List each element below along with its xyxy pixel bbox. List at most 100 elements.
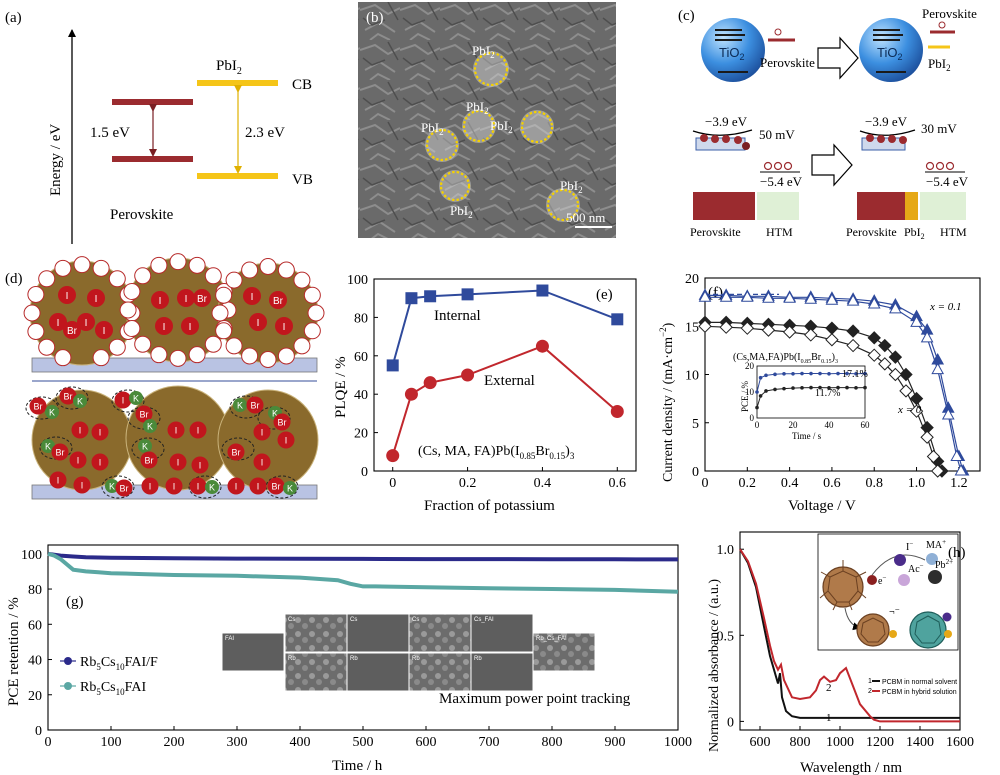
- inset-x-tick-label: 20: [789, 420, 799, 430]
- sem-thumbnail: [408, 613, 472, 653]
- inset-point: [845, 385, 849, 390]
- inset-x-tick-label: 60: [861, 420, 871, 430]
- inset-point: [854, 372, 858, 376]
- diamond-marker: [920, 430, 934, 444]
- point-internal: [405, 292, 418, 305]
- sem-thumbnail: [284, 613, 348, 653]
- perovskite-gap-value: 1.5 eV: [90, 125, 130, 141]
- panel-h: 600 800 1000 1200 1400 1600 0 0.5 1.0 Normalized…: [707, 531, 974, 775]
- x-tick-label: 0: [702, 476, 709, 491]
- band-bend-right: [859, 129, 916, 136]
- inset-point: [863, 371, 867, 376]
- pore: [241, 347, 259, 365]
- x-tick-label: 0.6: [609, 476, 627, 491]
- pore: [54, 259, 72, 277]
- diamond-marker: [926, 449, 941, 464]
- ion-i: [69, 451, 87, 469]
- ion-label: I: [185, 294, 188, 305]
- y-tick-label: 5: [692, 417, 699, 432]
- sem-thumb-label: Rb_Cs_FAI: [536, 636, 567, 642]
- diamond-marker: [719, 320, 733, 334]
- y-tick-label: 20: [685, 272, 699, 287]
- triangle-marker: [740, 290, 754, 302]
- sem-thumbnail: [470, 652, 534, 692]
- pore: [293, 271, 311, 289]
- legend-g: Rb5Cs10FAI/F Rb5Cs10FAI: [60, 655, 158, 697]
- inset-point: [773, 372, 777, 377]
- ion-i: [77, 313, 95, 331]
- pbi2-circle: [425, 128, 459, 162]
- ion-k: [138, 439, 152, 453]
- x-tick-label: 800: [542, 735, 563, 750]
- diamond-marker: [825, 321, 839, 335]
- pore: [211, 304, 229, 322]
- ion-label: I: [261, 428, 264, 438]
- ion-label: I: [99, 428, 102, 438]
- inset-point: [791, 372, 795, 376]
- inset-point: [836, 371, 840, 376]
- y-tick-label: 40: [28, 654, 42, 669]
- triangle-marker: [941, 407, 955, 420]
- ion-i: [49, 471, 67, 489]
- ion-label: I: [283, 322, 286, 333]
- pbi2-gap-value: 2.3 eV: [245, 125, 285, 141]
- ion-i: [91, 423, 109, 441]
- perovskite-layer-right: [857, 192, 905, 220]
- ion-label: Br: [197, 294, 208, 305]
- panel-c: (c) TiO2 Perovskite TiO2 Perovskite PbI2…: [678, 6, 977, 241]
- pbi2-label: PbI2: [450, 203, 473, 220]
- retention-curve: [47, 551, 679, 562]
- electron-label: e−: [878, 574, 886, 587]
- ion-i: [91, 453, 109, 471]
- pore: [307, 304, 325, 322]
- annotation-mppt: Maximum power point tracking: [439, 691, 631, 707]
- ion-i: [253, 453, 271, 471]
- diamond-marker: [888, 350, 903, 364]
- sem-thumb-label: Cs: [412, 617, 419, 623]
- ion-br: [51, 443, 69, 461]
- voltage-before: 50 mV: [759, 127, 795, 142]
- inset-point: [818, 371, 822, 376]
- diamond-marker: [899, 367, 913, 382]
- ion-i: [165, 477, 183, 495]
- sem-thumb-label: FAI: [225, 636, 234, 642]
- electron-dot: [774, 28, 782, 36]
- point-external: [461, 368, 475, 382]
- series-e: [386, 284, 624, 463]
- inset-ylabel-f: PCE / %: [740, 380, 750, 412]
- inset-point: [800, 386, 804, 390]
- ion-i: [189, 477, 207, 495]
- retention-curve: [47, 551, 679, 594]
- pore: [215, 322, 233, 340]
- ion-label: I: [159, 296, 162, 307]
- inset-point: [845, 371, 849, 376]
- ion-label: K: [272, 409, 278, 419]
- ion-i: [73, 476, 91, 494]
- axes-f: 0 0.2 0.4 0.6 0.8 1.0 1.2 0 5 10 15 20: [685, 272, 968, 491]
- pbi2-label: PbI2: [472, 43, 495, 60]
- y-tick-label: 60: [354, 350, 368, 365]
- diamond-marker: [878, 357, 892, 371]
- vb-label: VB: [292, 172, 313, 188]
- ion-label: K: [45, 442, 51, 452]
- energy-axis-label: Energy / eV: [48, 124, 64, 196]
- pbi2-grain: [439, 170, 471, 202]
- hole-dot: [925, 161, 935, 171]
- y-tick-label: 40: [354, 388, 368, 403]
- ion-i: [253, 423, 271, 441]
- inset-point: [758, 375, 763, 380]
- pbi2-grain: [473, 51, 509, 87]
- pore: [225, 337, 243, 355]
- ion-label: K: [109, 482, 115, 492]
- ion-br: [140, 451, 158, 469]
- pore: [134, 267, 152, 285]
- k-cluster: [111, 389, 145, 413]
- pore: [108, 338, 126, 356]
- inset-point: [863, 385, 867, 390]
- htm-layer-right: [920, 192, 966, 220]
- ion-k: [233, 398, 247, 412]
- ion-br: [29, 397, 47, 415]
- point-external: [404, 387, 418, 401]
- ion-label: K: [287, 484, 293, 494]
- legend-text-h2: PCBM in hybrid solution: [882, 689, 957, 696]
